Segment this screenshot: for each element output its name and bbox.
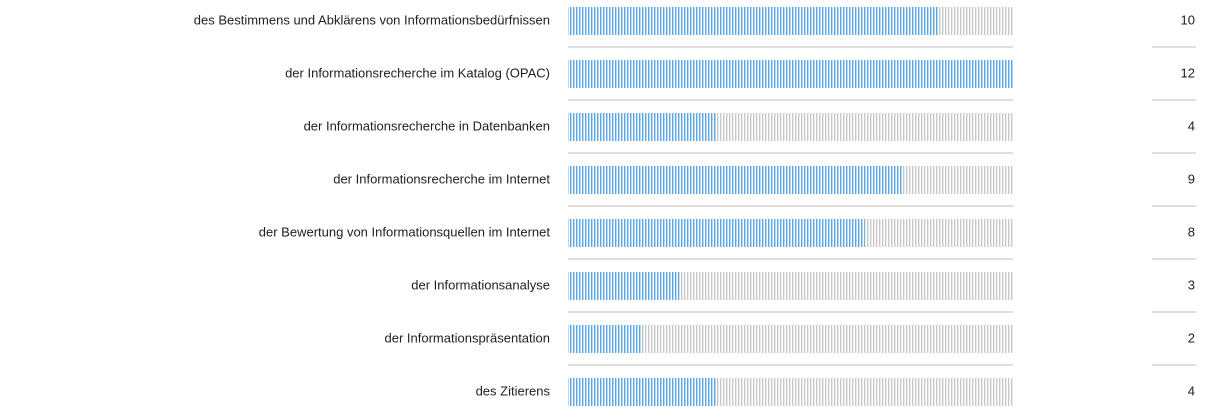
category-label: des Zitierens xyxy=(476,383,551,398)
category-label: des Bestimmens und Abklärens von Informa… xyxy=(194,12,550,27)
bar xyxy=(568,7,939,35)
value-label: 9 xyxy=(1188,171,1195,186)
category-label: der Informationspräsentation xyxy=(385,330,550,345)
bar xyxy=(568,378,717,406)
value-label: 10 xyxy=(1181,12,1195,27)
category-label: der Informationsrecherche im Internet xyxy=(333,171,550,186)
value-label: 4 xyxy=(1188,383,1195,398)
bar xyxy=(568,325,643,353)
category-label: der Bewertung von Informationsquellen im… xyxy=(259,224,551,239)
value-label: 3 xyxy=(1188,277,1195,292)
bar xyxy=(568,272,680,300)
bar xyxy=(568,219,865,247)
value-label: 2 xyxy=(1188,330,1195,345)
value-label: 8 xyxy=(1188,224,1195,239)
category-label: der Informationsrecherche in Datenbanken xyxy=(304,118,550,133)
value-label: 4 xyxy=(1188,118,1195,133)
bar xyxy=(568,60,1013,88)
category-label: der Informationsanalyse xyxy=(411,277,550,292)
bar xyxy=(568,113,717,141)
bar xyxy=(568,166,902,194)
category-label: der Informationsrecherche im Katalog (OP… xyxy=(285,65,550,80)
value-label: 12 xyxy=(1181,65,1195,80)
